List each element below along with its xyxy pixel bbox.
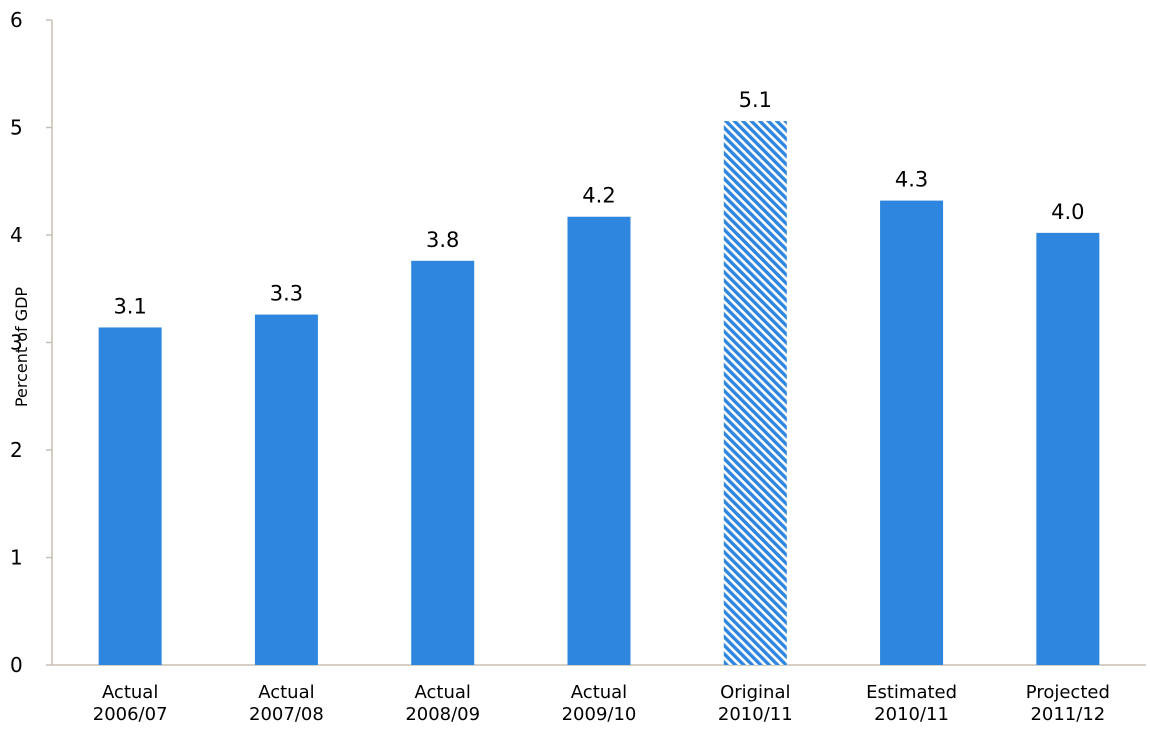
bar [1036, 232, 1100, 665]
data-label: 4.3 [895, 168, 928, 192]
y-axis: 0 1 2 3 4 5 6 [10, 8, 53, 677]
bar [567, 216, 631, 665]
bar [723, 121, 787, 666]
x-tick-label: Original [720, 682, 790, 703]
value-labels-group: 3.1 3.3 3.8 4.2 5.1 4.3 4.0 [113, 88, 1084, 318]
x-tick-label: 2009/10 [562, 704, 637, 725]
x-tick-label: Actual [258, 682, 314, 703]
bar [411, 260, 475, 665]
y-tick-label: 5 [10, 116, 23, 140]
y-tick-label: 4 [10, 223, 23, 247]
data-label: 3.3 [270, 282, 303, 306]
x-tick-label: Actual [415, 682, 471, 703]
x-tick-label: 2010/11 [718, 704, 793, 725]
y-tick-label: 6 [10, 8, 23, 32]
x-tick-label: 2010/11 [874, 704, 949, 725]
y-axis-label: Percent of GDP [12, 287, 31, 408]
bar [254, 314, 318, 665]
x-tick-label: Estimated [866, 682, 957, 703]
y-tick-label: 2 [10, 438, 23, 462]
x-tick-label: 2011/12 [1030, 704, 1105, 725]
bar [98, 327, 162, 665]
x-tick-label: Actual [571, 682, 627, 703]
y-tick-label: 3 [10, 331, 23, 355]
y-tick-label: 0 [10, 653, 23, 677]
x-tick-label: Projected [1026, 682, 1110, 703]
data-label: 3.1 [113, 294, 146, 318]
data-label: 5.1 [739, 88, 772, 112]
x-tick-label: 2006/07 [93, 704, 168, 725]
x-tick-label: 2007/08 [249, 704, 324, 725]
y-tick-label: 1 [10, 546, 23, 570]
data-label: 4.2 [582, 184, 615, 208]
data-label: 4.0 [1051, 200, 1084, 224]
bar [880, 200, 944, 665]
data-label: 3.8 [426, 228, 459, 252]
bars-group [98, 121, 1100, 666]
x-tick-label: Actual [102, 682, 158, 703]
category-labels-group: Actual2006/07Actual2007/08Actual2008/09A… [93, 682, 1110, 725]
x-tick-label: 2008/09 [405, 704, 480, 725]
